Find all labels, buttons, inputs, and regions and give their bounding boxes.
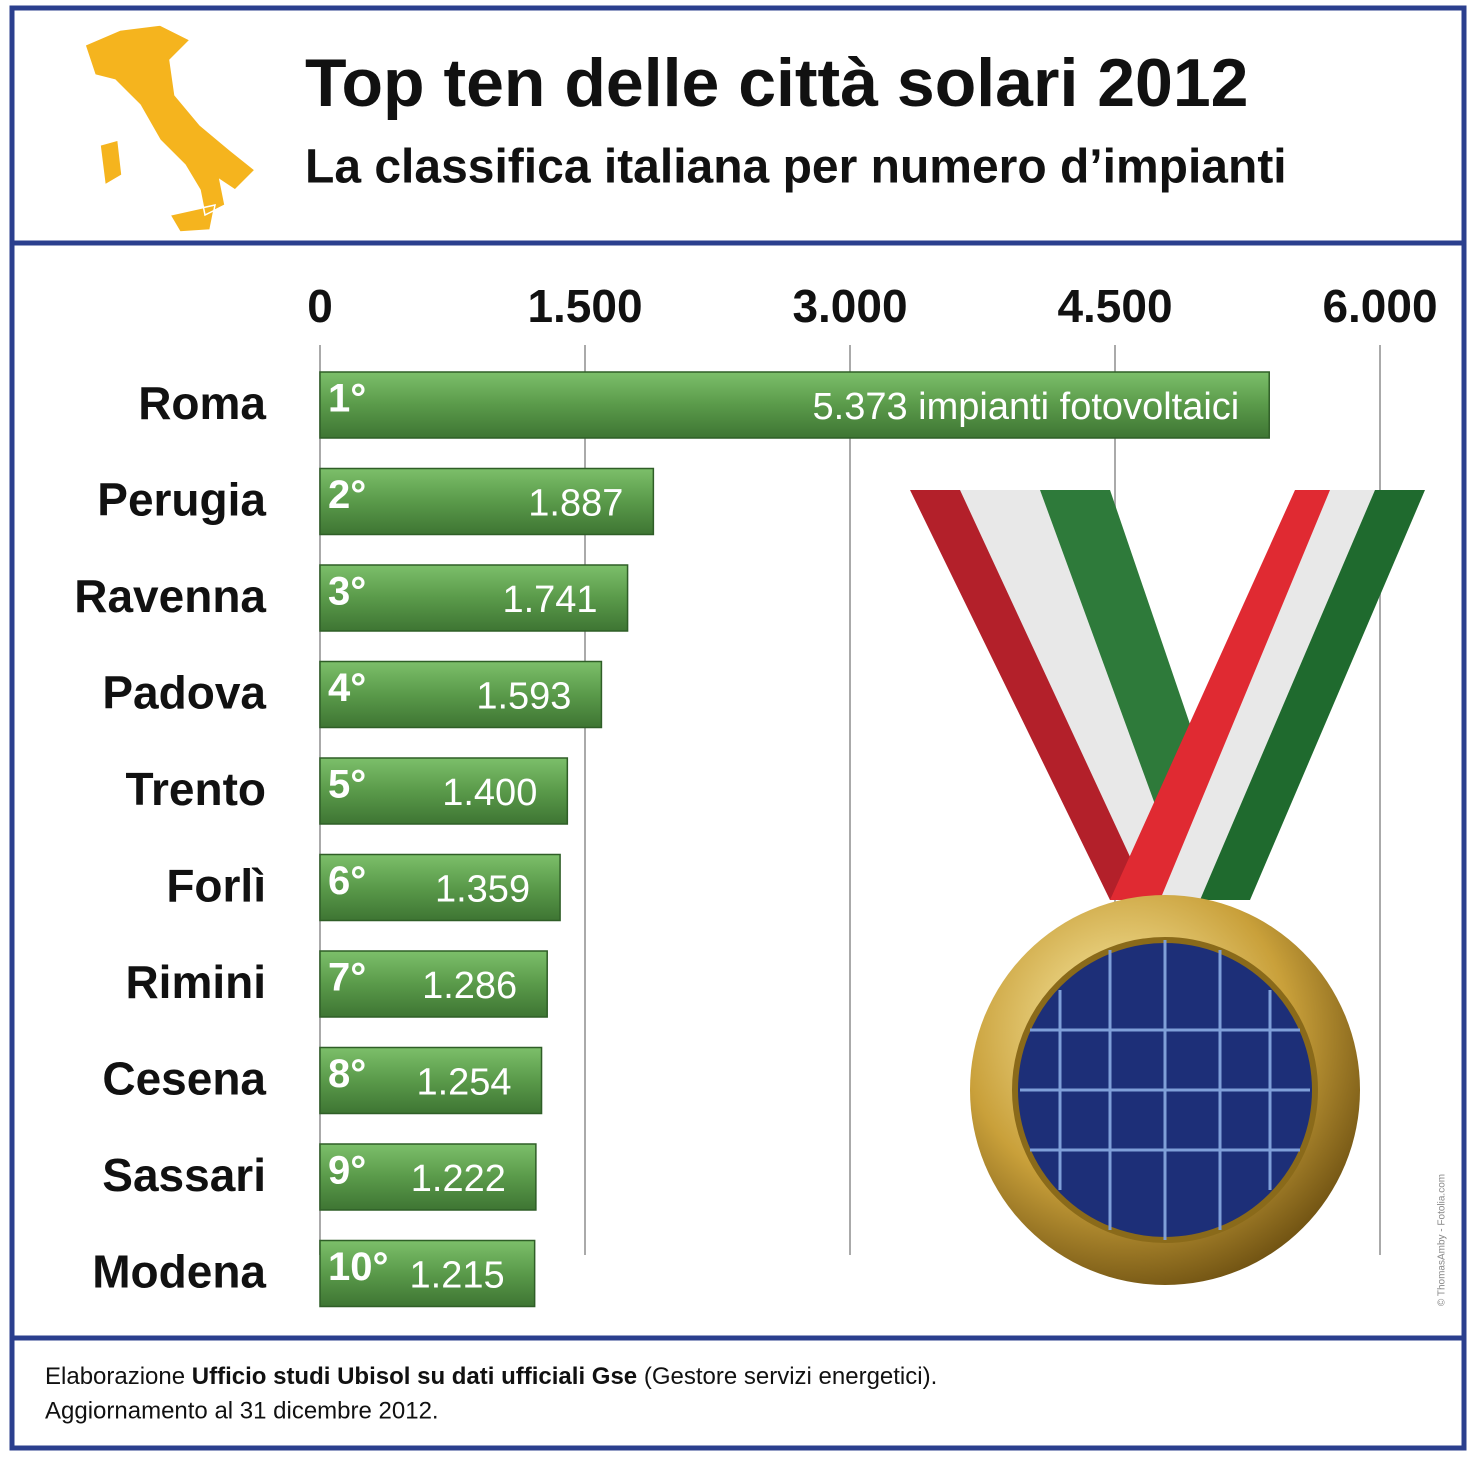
medal <box>910 490 1425 1285</box>
rank-label: 4° <box>328 666 366 710</box>
footer-text: Elaborazione <box>45 1363 192 1390</box>
value-label: 1.593 <box>476 676 571 718</box>
value-label: 5.373 impianti fotovoltaici <box>813 386 1240 428</box>
footer-line: Elaborazione Ufficio studi Ubisol su dat… <box>45 1363 937 1390</box>
bar <box>319 1143 537 1211</box>
bar <box>319 853 561 922</box>
rank-label: 6° <box>328 859 366 903</box>
value-label: 1.359 <box>435 869 530 911</box>
y-tick-label: Roma <box>138 377 266 429</box>
y-tick-label: Sassari <box>102 1149 266 1201</box>
rank-label: 2° <box>328 473 366 517</box>
chart-subtitle: La classifica italiana per numero d’impi… <box>305 141 1287 194</box>
rank-label: 3° <box>328 570 366 614</box>
y-tick-label: Modena <box>92 1246 266 1298</box>
value-label: 1.400 <box>442 772 537 814</box>
italy-map <box>84 24 257 233</box>
x-tick-label: 3.000 <box>792 280 907 332</box>
footer-text: Ufficio studi Ubisol su dati ufficiali G… <box>192 1363 637 1390</box>
value-label: 1.215 <box>410 1255 505 1297</box>
value-label: 1.286 <box>422 965 517 1007</box>
footer-text: Aggiornamento al 31 dicembre 2012. <box>45 1397 439 1424</box>
y-tick-label: Perugia <box>97 474 266 526</box>
bar <box>319 371 1270 439</box>
y-tick-label: Trento <box>125 763 266 815</box>
rank-label: 1° <box>328 377 366 421</box>
frame <box>9 5 1467 1451</box>
rank-label: 10° <box>328 1245 389 1289</box>
bar <box>319 564 629 632</box>
credit: © ThomasAmby - Fotolia.com <box>1437 1174 1448 1306</box>
y-tick-label: Padova <box>102 667 266 719</box>
x-tick-label: 6.000 <box>1322 280 1437 332</box>
footer-text: (Gestore servizi energetici). <box>637 1363 937 1390</box>
rank-label: 9° <box>328 1149 366 1193</box>
bar <box>319 950 548 1018</box>
rank-label: 5° <box>328 763 366 807</box>
x-tick-label: 1.500 <box>527 280 642 332</box>
y-tick-label: Forlì <box>166 860 266 912</box>
value-label: 1.222 <box>411 1158 506 1200</box>
y-tick-label: Rimini <box>125 956 266 1008</box>
bar <box>319 467 655 536</box>
value-label: 1.254 <box>416 1062 511 1104</box>
bar <box>319 1046 543 1115</box>
y-tick-label: Ravenna <box>74 570 266 622</box>
rank-label: 8° <box>328 1052 366 1096</box>
bar <box>319 1239 536 1308</box>
x-tick-label: 4.500 <box>1057 280 1172 332</box>
bar <box>319 757 569 825</box>
value-label: 1.887 <box>528 483 623 525</box>
rank-label: 7° <box>328 956 366 1000</box>
y-tick-label: Cesena <box>102 1053 266 1105</box>
value-label: 1.741 <box>502 579 597 621</box>
bar <box>319 660 603 729</box>
x-tick-label: 0 <box>307 280 333 332</box>
chart-title: Top ten delle città solari 2012 <box>305 45 1249 121</box>
